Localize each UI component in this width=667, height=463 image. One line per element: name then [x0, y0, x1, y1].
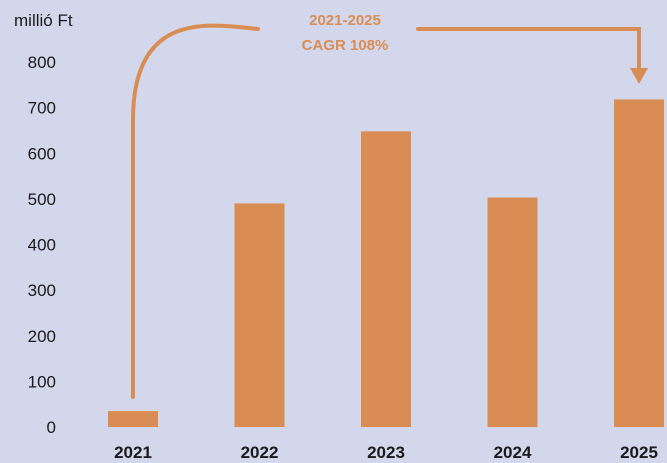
x-tick-label: 2025 [620, 443, 658, 462]
bar-2025 [614, 99, 664, 427]
y-tick-label: 700 [28, 99, 56, 118]
y-tick-label: 200 [28, 327, 56, 346]
y-tick-label: 0 [47, 418, 56, 437]
cagr-period: 2021-2025 [309, 12, 381, 29]
bar-2023 [361, 131, 411, 427]
bars [108, 99, 664, 427]
cagr-annotation: 2021-2025 CAGR 108% [131, 12, 648, 400]
y-tick-label: 300 [28, 281, 56, 300]
y-tick-label: 500 [28, 190, 56, 209]
y-tick-label: 600 [28, 144, 56, 163]
x-tick-label: 2021 [114, 443, 152, 462]
y-axis-ticks: 0 100 200 300 400 500 600 700 800 [28, 53, 56, 437]
cagr-arrow [131, 23, 641, 400]
bar-2024 [487, 197, 538, 427]
x-tick-label: 2024 [494, 443, 532, 462]
x-tick-label: 2022 [241, 443, 279, 462]
cagr-arrowhead [630, 68, 648, 84]
y-tick-label: 100 [28, 372, 56, 391]
y-tick-label: 400 [28, 236, 56, 255]
bar-2022 [234, 203, 285, 427]
x-tick-label: 2023 [367, 443, 405, 462]
y-unit-label: millió Ft [14, 11, 73, 30]
y-tick-label: 800 [28, 53, 56, 72]
bar-2021 [108, 411, 158, 427]
cagr-value: CAGR 108% [302, 37, 389, 54]
x-axis-labels: 2021 2022 2023 2024 2025 [114, 443, 658, 462]
